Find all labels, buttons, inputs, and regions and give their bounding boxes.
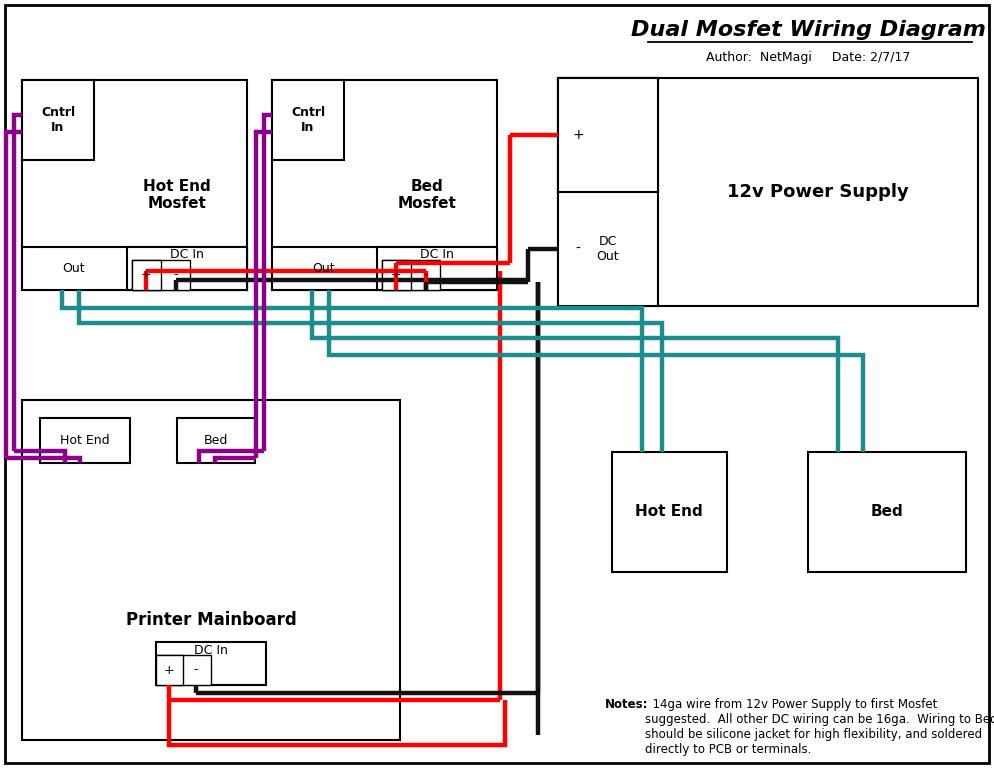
Text: DC
Out: DC Out xyxy=(596,235,619,263)
Text: Dual Mosfet Wiring Diagram: Dual Mosfet Wiring Diagram xyxy=(630,20,985,40)
Bar xyxy=(558,78,658,192)
Text: Out: Out xyxy=(63,261,85,274)
Text: 12v Power Supply: 12v Power Supply xyxy=(728,183,909,201)
Text: Out: Out xyxy=(313,261,335,274)
Bar xyxy=(156,642,266,685)
Bar xyxy=(558,78,658,306)
Text: -: - xyxy=(174,269,178,282)
Bar xyxy=(127,247,247,290)
Bar xyxy=(272,80,344,160)
Text: DC In: DC In xyxy=(170,249,204,261)
Text: -: - xyxy=(194,664,198,677)
Text: Printer Mainboard: Printer Mainboard xyxy=(125,611,296,629)
Text: Cntrl
In: Cntrl In xyxy=(291,106,325,134)
Text: -: - xyxy=(423,269,428,282)
Text: Notes:: Notes: xyxy=(605,698,648,711)
Bar xyxy=(382,260,440,290)
Bar xyxy=(272,247,497,290)
Bar xyxy=(22,80,247,290)
Bar xyxy=(40,418,130,463)
Text: DC In: DC In xyxy=(420,249,454,261)
Bar xyxy=(558,78,978,306)
Text: Cntrl
In: Cntrl In xyxy=(41,106,76,134)
Text: Bed: Bed xyxy=(871,505,904,519)
Bar xyxy=(377,247,497,290)
Text: 14ga wire from 12v Power Supply to first Mosfet
suggested.  All other DC wiring : 14ga wire from 12v Power Supply to first… xyxy=(645,698,994,756)
Text: Hot End
Mosfet: Hot End Mosfet xyxy=(143,179,211,211)
Text: +: + xyxy=(164,664,174,677)
Text: Author:  NetMagi     Date: 2/7/17: Author: NetMagi Date: 2/7/17 xyxy=(706,51,911,64)
Text: Hot End: Hot End xyxy=(635,505,703,519)
Text: Hot End: Hot End xyxy=(61,433,109,446)
Bar xyxy=(177,418,255,463)
Text: +: + xyxy=(141,269,151,282)
Bar xyxy=(22,400,400,740)
Text: +: + xyxy=(391,269,402,282)
Text: +: + xyxy=(573,128,583,142)
Bar xyxy=(612,452,727,572)
Text: Bed
Mosfet: Bed Mosfet xyxy=(398,179,456,211)
Bar xyxy=(22,80,94,160)
Bar xyxy=(272,80,497,290)
Bar xyxy=(132,260,190,290)
Bar xyxy=(156,655,211,685)
Bar xyxy=(382,260,411,290)
Bar xyxy=(156,655,183,685)
Bar xyxy=(132,260,161,290)
Text: DC In: DC In xyxy=(194,644,228,657)
Bar xyxy=(808,452,966,572)
Text: Bed: Bed xyxy=(204,433,229,446)
Text: -: - xyxy=(576,242,580,256)
Bar xyxy=(22,247,247,290)
